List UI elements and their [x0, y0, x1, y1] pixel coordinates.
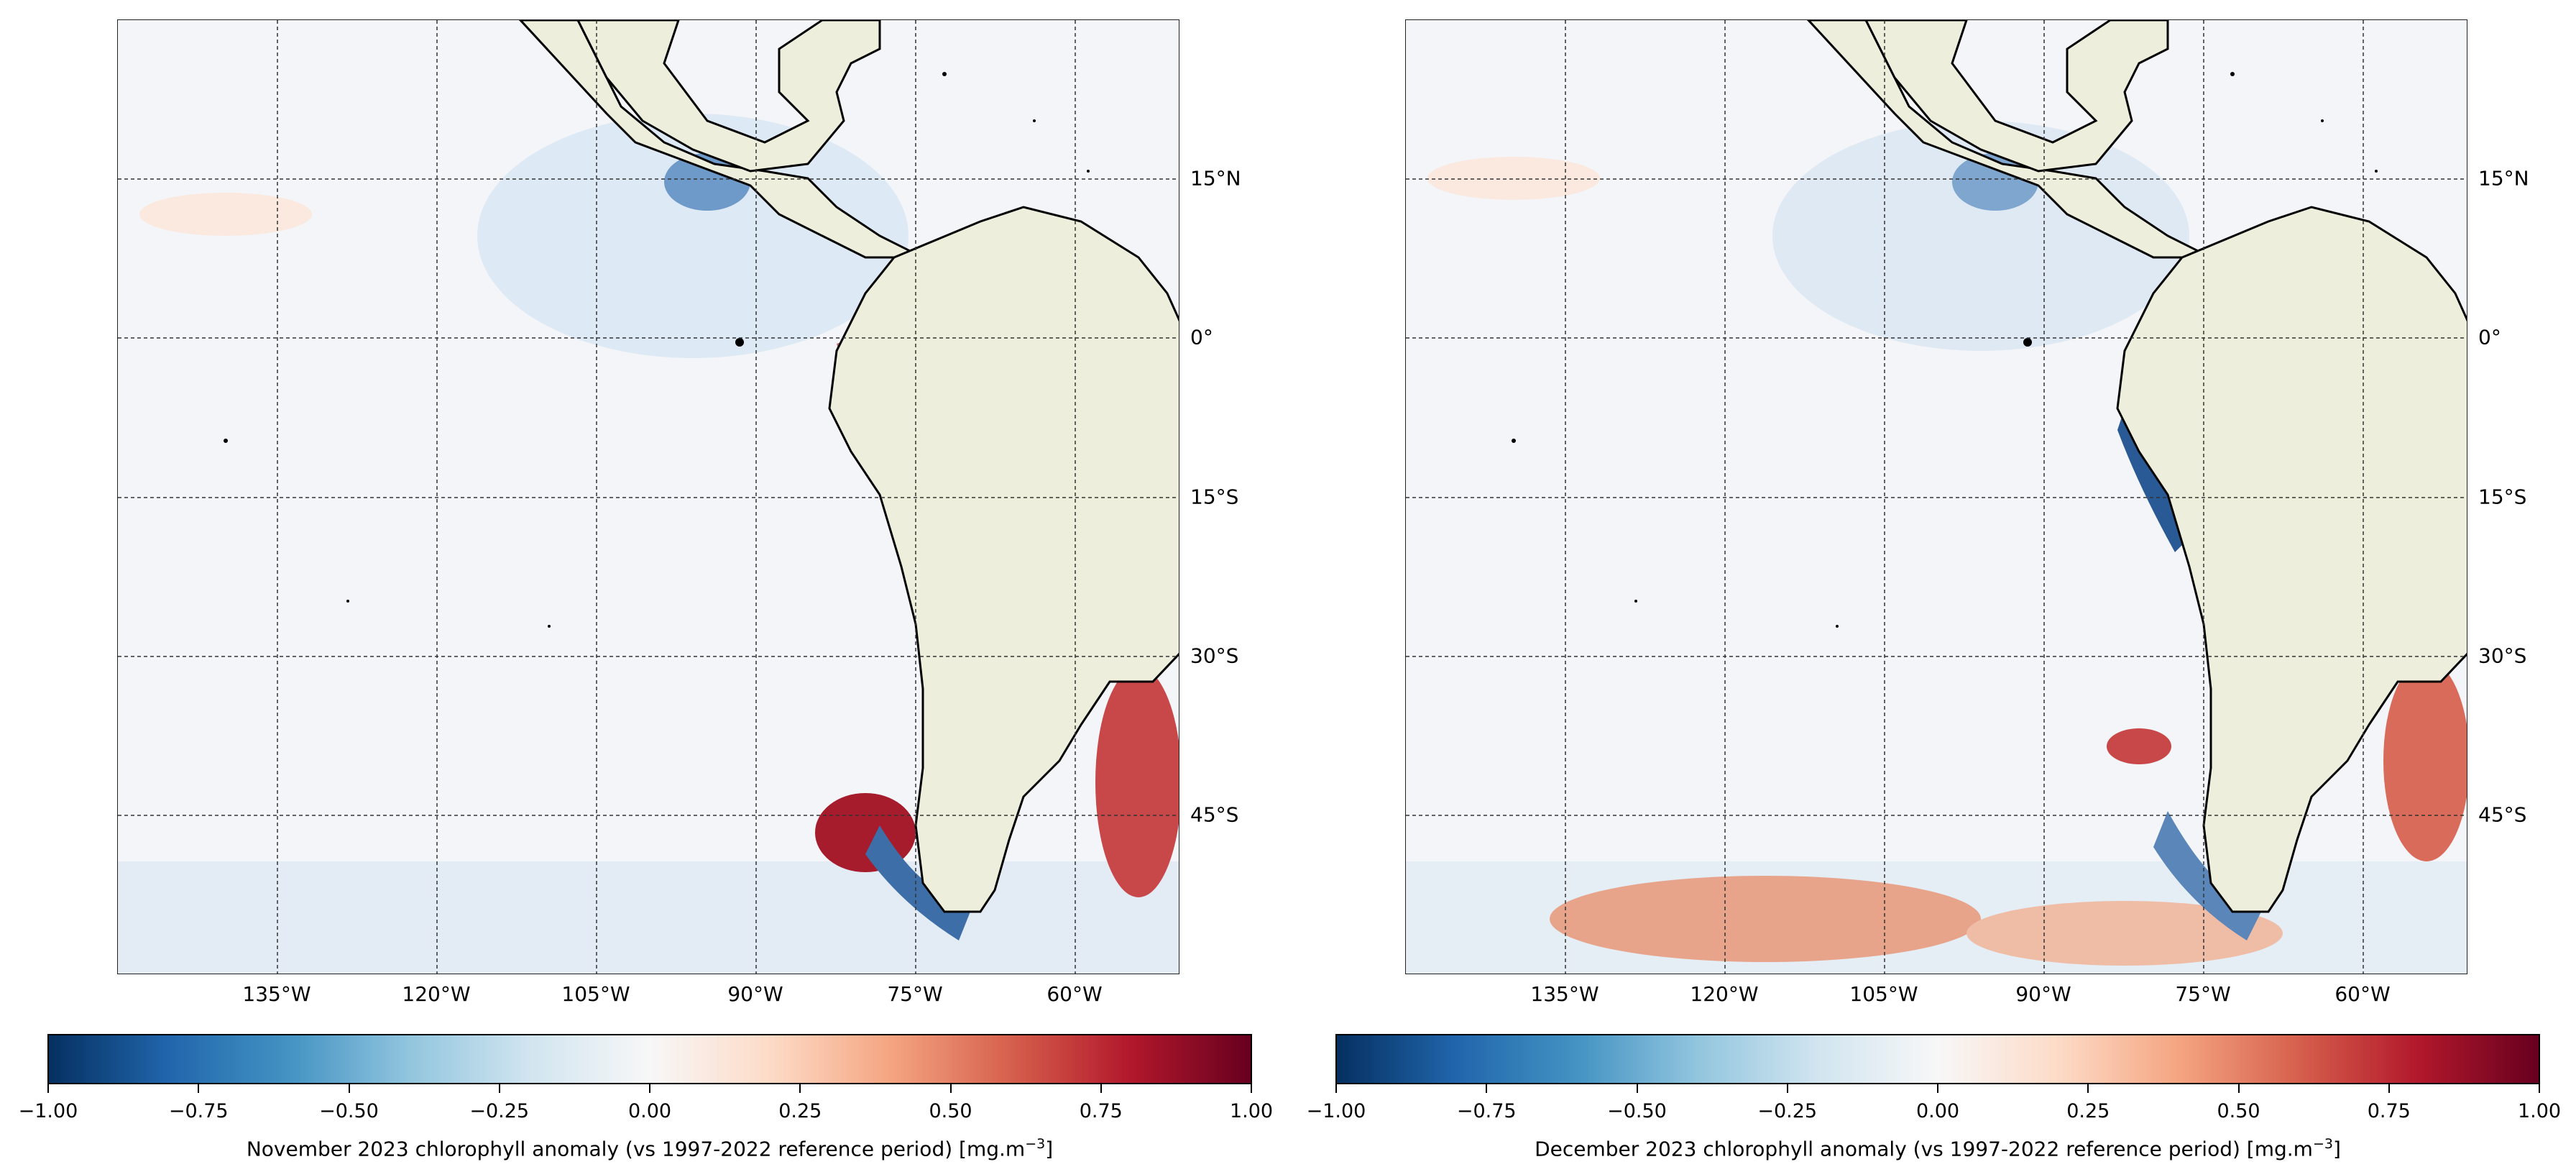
- lon-label-75w: 75°W: [887, 982, 943, 1006]
- colorbar-tick-mark: [2087, 1084, 2089, 1093]
- graticule: [1406, 20, 2467, 974]
- colorbar-tick-label: −1.00: [18, 1100, 78, 1122]
- colorbar-tick-mark: [649, 1084, 650, 1093]
- north-america-land: [1864, 20, 2169, 173]
- colorbar-tick-label: 0.75: [2367, 1100, 2411, 1122]
- colorbar-tick-mark: [2539, 1084, 2540, 1093]
- colorbar-tick-label: −0.50: [319, 1100, 379, 1122]
- lat-label-15n: 15°N: [1190, 166, 1241, 191]
- lat-label-45s: 45°S: [1190, 802, 1239, 827]
- lon-label-135w: 135°W: [242, 982, 311, 1006]
- colorbar-tick-mark: [1335, 1084, 1337, 1093]
- tropical-positive-anomaly: [139, 193, 312, 236]
- lon-label-105w: 105°W: [561, 982, 630, 1006]
- colorbar-tick-mark: [198, 1084, 200, 1093]
- colorbar-tick-mark: [1786, 1084, 1788, 1093]
- colorbar-tick-label: −0.75: [168, 1100, 229, 1122]
- colorbar-tick-mark: [498, 1084, 500, 1093]
- south-america-land: [2116, 206, 2467, 913]
- galapagos-islands: [2023, 338, 2032, 347]
- lat-label-15s: 15°S: [2478, 485, 2527, 509]
- colorbar-tick-mark: [47, 1084, 49, 1093]
- lon-label-90w: 90°W: [727, 982, 783, 1006]
- lat-label-45s: 45°S: [2478, 802, 2527, 827]
- colorbar-tick-label: 0.00: [627, 1100, 672, 1122]
- colorbar-tick-mark: [1251, 1084, 1252, 1093]
- november-colorbar: [47, 1034, 1252, 1084]
- lon-label-105w: 105°W: [1849, 982, 1918, 1006]
- colorbar-tick-mark: [799, 1084, 801, 1093]
- november-map-svg: [118, 20, 1179, 974]
- central-america-land: [518, 20, 924, 259]
- colorbar-tick-label: −0.25: [1757, 1100, 1818, 1122]
- lon-label-90w: 90°W: [2015, 982, 2071, 1006]
- north-america-land: [576, 20, 881, 173]
- colorbar-tick-mark: [348, 1084, 350, 1093]
- lon-label-60w: 60°W: [1046, 982, 1103, 1006]
- colorbar-tick-label: 1.00: [1229, 1100, 1274, 1122]
- south-america-land: [828, 206, 1179, 913]
- lat-label-15n: 15°N: [2478, 166, 2529, 191]
- colorbar-tick-mark: [1100, 1084, 1102, 1093]
- colorbar-tick-label: 0.25: [778, 1100, 822, 1122]
- december-map[interactable]: [1405, 19, 2467, 974]
- colorbar-tick-mark: [2237, 1084, 2240, 1093]
- chile-positive-anomaly: [2107, 728, 2171, 764]
- lat-label-15s: 15°S: [1190, 485, 1239, 509]
- graticule: [118, 20, 1179, 974]
- southern-ocean-positive-anomaly: [1550, 876, 1981, 962]
- november-map[interactable]: [117, 19, 1179, 974]
- lat-label-30s: 30°S: [1190, 644, 1239, 668]
- colorbar-tick-label: −0.25: [469, 1100, 530, 1122]
- patagonian-shelf-anomaly: [2383, 660, 2467, 861]
- lat-label-0: 0°: [1190, 325, 1213, 349]
- colorbar-tick-label: 0.75: [1079, 1100, 1123, 1122]
- colorbar-tick-label: 0.00: [1915, 1100, 1960, 1122]
- lon-label-60w: 60°W: [2334, 982, 2391, 1006]
- central-america-land: [1806, 20, 2212, 259]
- colorbar-tick-mark: [949, 1084, 952, 1093]
- colorbar-tick-mark: [1636, 1084, 1638, 1093]
- colorbar-tick-mark: [1937, 1084, 1938, 1093]
- lon-label-120w: 120°W: [1690, 982, 1759, 1006]
- december-panel: 15°N 0° 15°S 30°S 45°S 135°W 120°W 105°W…: [1288, 0, 2576, 1172]
- lon-label-135w: 135°W: [1530, 982, 1599, 1006]
- patagonian-shelf-anomaly: [1095, 667, 1179, 897]
- colorbar-tick-label: 0.50: [929, 1100, 972, 1122]
- colorbar-tick-label: −0.50: [1607, 1100, 1667, 1122]
- lon-label-120w: 120°W: [402, 982, 471, 1006]
- colorbar-tick-label: 0.50: [2217, 1100, 2260, 1122]
- southern-ocean-anomaly: [118, 861, 1179, 974]
- colorbar-tick-label: 1.00: [2517, 1100, 2562, 1122]
- lon-label-75w: 75°W: [2175, 982, 2231, 1006]
- colorbar-tick-mark: [2388, 1084, 2390, 1093]
- south-pacific-positive-anomaly: [1966, 901, 2283, 966]
- colorbar-tick-label: 0.25: [2066, 1100, 2110, 1122]
- december-map-svg: [1406, 20, 2467, 974]
- lat-label-0: 0°: [2478, 325, 2501, 349]
- colorbar-tick-label: −1.00: [1306, 1100, 1366, 1122]
- galapagos-islands: [735, 338, 744, 347]
- eastern-pacific-negative-anomaly: [477, 114, 908, 358]
- colorbar-tick-label: −0.75: [1456, 1100, 1517, 1122]
- colorbar-tick-mark: [1486, 1084, 1488, 1093]
- november-panel: 15°N 0° 15°S 30°S 45°S 135°W 120°W 105°W…: [18, 19, 1274, 1161]
- december-colorbar-title: December 2023 chlorophyll anomaly (vs 19…: [1535, 1136, 2341, 1161]
- lat-label-30s: 30°S: [2478, 644, 2527, 668]
- november-colorbar-title: November 2023 chlorophyll anomaly (vs 19…: [246, 1136, 1054, 1161]
- tropical-positive-anomaly: [1427, 157, 1600, 200]
- december-colorbar: [1335, 1034, 2540, 1084]
